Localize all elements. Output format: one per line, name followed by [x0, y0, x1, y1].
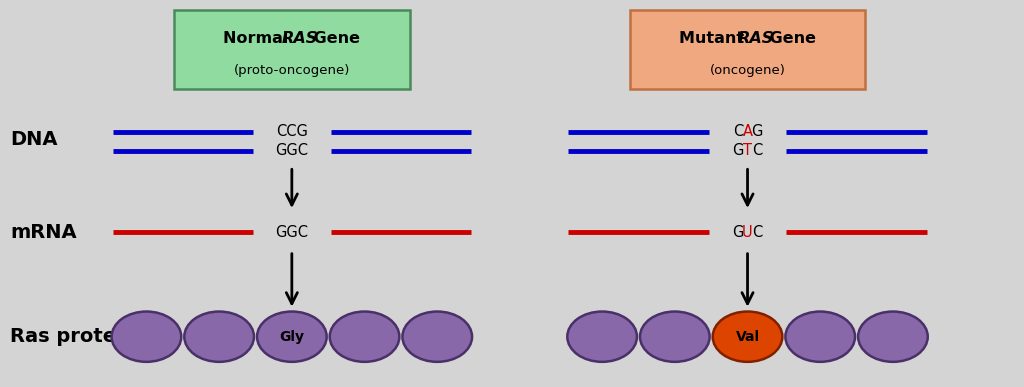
Text: Gene: Gene: [764, 31, 815, 46]
Ellipse shape: [402, 312, 472, 362]
Ellipse shape: [330, 312, 399, 362]
Text: C: C: [752, 225, 763, 240]
Text: T: T: [743, 144, 752, 158]
Text: mRNA: mRNA: [10, 223, 77, 242]
Text: U: U: [742, 225, 753, 240]
Text: CCG: CCG: [275, 124, 308, 139]
Ellipse shape: [257, 312, 327, 362]
Text: RAS: RAS: [737, 31, 774, 46]
Text: Val: Val: [735, 330, 760, 344]
Text: Gly: Gly: [280, 330, 304, 344]
Ellipse shape: [785, 312, 855, 362]
Text: A: A: [742, 124, 753, 139]
FancyBboxPatch shape: [630, 10, 865, 89]
Ellipse shape: [184, 312, 254, 362]
Ellipse shape: [112, 312, 181, 362]
Text: (proto-oncogene): (proto-oncogene): [233, 64, 350, 77]
Text: C: C: [732, 124, 743, 139]
Text: (oncogene): (oncogene): [710, 64, 785, 77]
Text: GGC: GGC: [275, 225, 308, 240]
Text: Ras protein: Ras protein: [10, 327, 137, 346]
Ellipse shape: [713, 312, 782, 362]
Text: RAS: RAS: [282, 31, 318, 46]
Text: G: G: [732, 225, 743, 240]
Text: G: G: [752, 124, 763, 139]
Text: C: C: [752, 144, 763, 158]
FancyBboxPatch shape: [174, 10, 410, 89]
Text: GGC: GGC: [275, 144, 308, 158]
Text: Mutant: Mutant: [679, 31, 750, 46]
Ellipse shape: [640, 312, 710, 362]
Text: G: G: [732, 144, 743, 158]
Text: Normal: Normal: [223, 31, 294, 46]
Ellipse shape: [858, 312, 928, 362]
Text: DNA: DNA: [10, 130, 57, 149]
Text: Gene: Gene: [308, 31, 359, 46]
Ellipse shape: [567, 312, 637, 362]
